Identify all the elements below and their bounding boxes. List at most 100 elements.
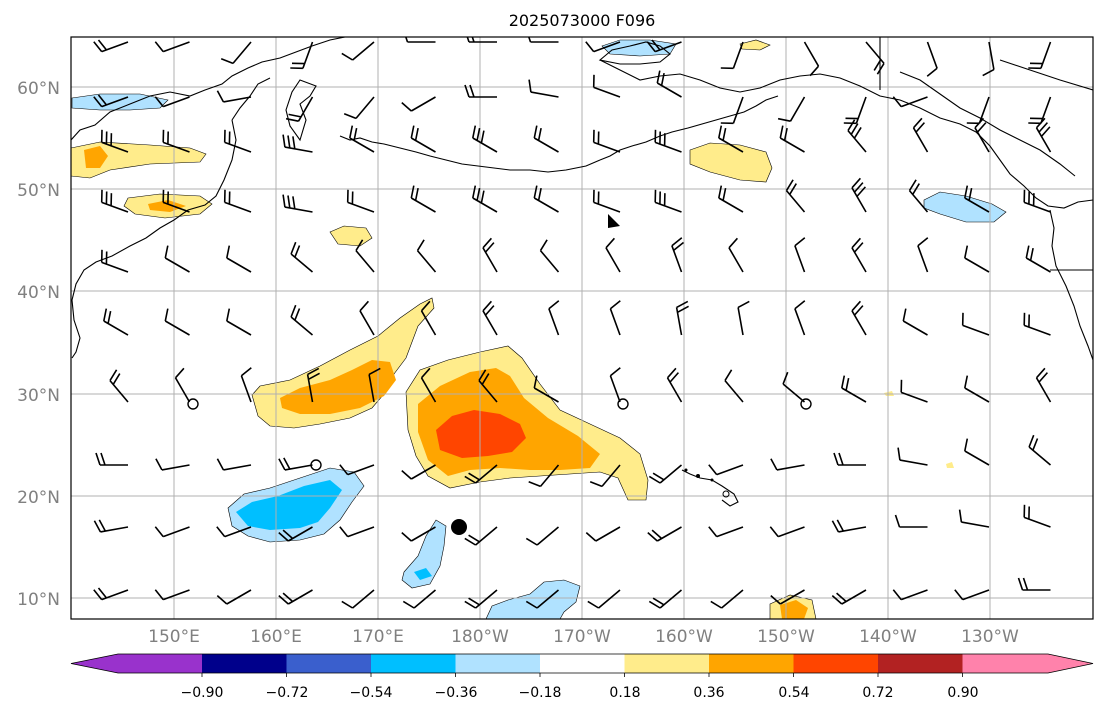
wind-barb [654,129,682,153]
colorbar-tick-label: 0.18 [609,685,640,701]
wind-barb [1017,577,1051,591]
wind-barb [666,367,683,403]
wind-barb [1035,367,1052,403]
wind-barb [164,245,190,273]
wind-barb [605,237,621,273]
wind-barb [1035,117,1052,153]
wind-barb [226,308,252,336]
colorbar-tick-label: 0.36 [693,685,724,701]
wind-barb [420,367,437,403]
wind-barb [290,41,314,70]
colorbar-segment [455,654,541,673]
wind-barb [93,587,129,601]
wind-barb [223,189,252,213]
wind-barb [216,458,252,471]
wind-barb [770,589,805,605]
wind-barb [216,90,252,103]
wind-barb [897,447,928,466]
anomaly-fill [71,39,1007,619]
wind-barb [346,189,375,213]
wind-barb [724,369,744,403]
wind-barb [464,589,498,609]
colorbar-segment [878,654,963,673]
wind-barb [654,189,682,213]
wind-barb [478,369,498,403]
wind-barb [831,589,867,605]
lat-tick-label: 10°N [17,590,60,610]
wind-barb [892,589,928,601]
wind-barb [410,125,436,153]
wind-barb [1028,96,1052,125]
wind-barb [368,367,381,403]
wind-barb [647,526,682,542]
lon-tick-label: 170°W [553,627,611,647]
colorbar-segment [540,654,625,673]
colorbar-tick-label: −0.36 [435,685,478,701]
wind-barb [282,194,313,213]
wind-barb [339,464,375,476]
wind-barb [528,464,560,488]
wind-barb [401,526,436,542]
wind-barb [464,84,497,98]
colorbar-tick-labels: −0.90 −0.72 −0.54 −0.36 −0.18 0.18 0.36 … [181,685,979,701]
wind-barb [525,526,560,546]
wind-barb [592,189,621,213]
wind-barb [359,300,375,336]
colorbar [70,653,1094,677]
wind-barb [306,367,320,403]
colorbar-tick-label: 0.54 [778,685,809,701]
wind-barb [482,237,498,273]
wind-barb [528,79,559,98]
colorbar-segment [793,654,879,673]
lon-tick-label: 130°W [961,627,1019,647]
wind-barb [902,308,928,336]
wind-barb [1023,189,1051,213]
wind-barb [162,189,190,213]
wind-barb [964,438,990,466]
wind-barb [865,41,885,75]
colorbar-segment [624,654,710,673]
wind-barb [525,589,560,609]
calm-circle-marker [617,398,629,410]
wind-barb [847,119,867,153]
wind-barb [355,239,375,273]
colorbar-outline [70,653,1094,674]
wind-barb [851,300,867,336]
lat-tick-label: 30°N [17,386,60,406]
wind-barb [482,300,498,336]
wind-barb [226,245,252,273]
wind-barb [278,526,313,542]
wind-barb [964,185,990,213]
wind-barb [341,41,375,61]
wind-barb [926,41,938,77]
wind-barb [164,308,190,336]
wind-barb [410,185,436,213]
wind-barb [609,300,621,336]
wind-barb [833,452,866,466]
wind-barb [401,464,436,480]
wind-barb [1025,245,1051,273]
wind-barb [648,589,683,609]
lat-tick-label: 50°N [17,181,60,201]
wind-barb [961,312,990,336]
wind-barb [737,300,750,336]
wind-barb [154,41,190,53]
wind-barb [609,367,621,403]
wind-barb [708,526,744,538]
wind-barb [917,237,929,273]
wind-barb [420,300,437,336]
wind-barb [527,37,559,43]
wind-barb [1023,312,1051,336]
lon-tick-label: 170°E [352,627,404,647]
lon-tick-label: 160°E [250,627,302,647]
colorbar-segment [709,654,794,673]
wind-barb [710,589,744,609]
lon-tick-label: 150°W [757,627,815,647]
lon-tick-label: 180°W [451,627,509,647]
wind-barb [464,464,498,484]
wind-barb [223,129,252,153]
wind-barb [349,125,375,153]
wind-barb [894,514,928,528]
wind-barbs [93,37,1052,609]
